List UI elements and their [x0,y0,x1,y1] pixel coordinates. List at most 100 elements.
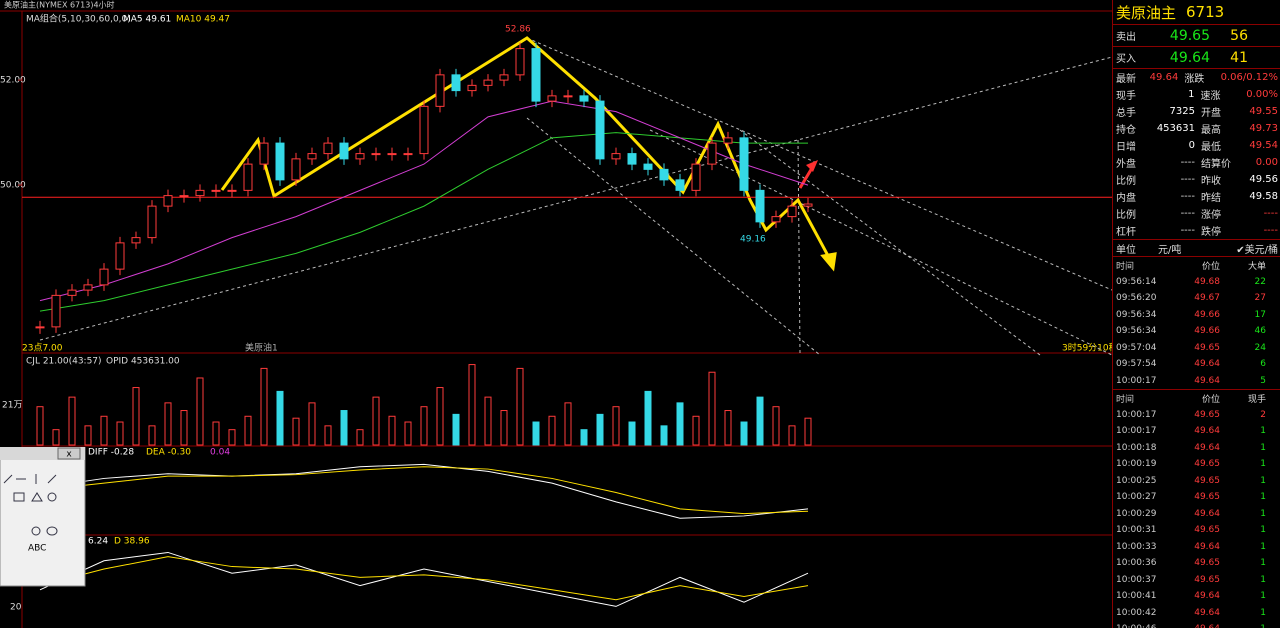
low-annotation: 49.16 [740,235,766,245]
trade-qty: 24 [1254,342,1266,353]
quote-value: 7325 [1169,106,1195,117]
quote-value: ---- [1180,191,1195,202]
unit-option[interactable]: ✔美元/桶 [1236,244,1278,256]
table-row: 10:00:18 49.64 1 [1113,440,1280,457]
trade-qty: 46 [1254,326,1266,337]
trade-time: 09:56:20 [1116,293,1157,304]
quote-label: 现手 [1116,91,1136,102]
book-row: 买入 49.64 41 [1113,46,1280,68]
trade-time: 10:00:19 [1116,459,1157,470]
quote-label: 涨停 [1201,210,1221,221]
candle [707,142,717,165]
table-row: 09:56:14 49.68 22 [1113,274,1280,291]
candle [403,153,413,156]
trade-qty: 1 [1260,558,1266,569]
dea-line [39,466,809,515]
trade-qty: 1 [1260,442,1266,453]
volume-bar [228,429,236,446]
trade-qty: 1 [1260,492,1266,503]
quote-value: 0 [1188,140,1195,151]
volume-bar [468,364,476,446]
trade-qty: 6 [1260,359,1266,370]
candle [787,205,797,218]
quote-row: 日增 0 最低 49.54 [1113,137,1280,154]
close-icon[interactable]: x [66,450,72,460]
candle [163,195,173,207]
kdj-label: 6.24 [88,537,108,547]
book-qty: 56 [1230,27,1248,44]
candle [67,289,77,296]
candle [291,158,301,181]
drawing-toolbar[interactable]: x ABC [0,447,86,587]
quote-panel: 美原油主 6713 卖出 49.65 56 买入 49.64 41 最新 49.64 涨跌 0.0… [1112,0,1280,628]
low-annotation: 23点7.00 [22,343,63,354]
quote-value: 49.56 [1249,174,1278,185]
volume-bar [692,415,700,446]
trade-time: 10:00:25 [1116,475,1157,486]
quote-label: 最高 [1201,125,1221,136]
close-button[interactable] [57,447,81,460]
table-row: 10:00:33 49.64 1 [1113,539,1280,556]
quote-value: 0.00 [1255,157,1278,168]
trade-price: 49.64 [1194,508,1220,519]
candle [643,163,653,170]
oi-label: OPID 453631.00 [106,357,180,367]
candle [595,100,605,160]
table-row: 10:00:17 49.64 1 [1113,423,1280,440]
unit-option[interactable]: 元/吨 [1158,244,1182,256]
volume-bar [596,413,604,446]
volume-label: CJL 21.00(43:57) [26,357,102,367]
text-tool[interactable]: ABC [28,544,46,554]
quote-label: 速涨 [1200,91,1221,102]
trade-qty: 5 [1260,375,1266,386]
volume-bar [388,415,396,446]
trade-time: 10:00:17 [1116,375,1157,386]
candle [419,105,429,155]
table-header-cell: 大单 [1247,261,1266,272]
quote-label: 总手 [1116,108,1136,119]
y-tick-label: 52.00 [0,76,26,86]
trade-price: 49.65 [1194,558,1220,569]
high-annotation: 52.86 [505,25,531,35]
volume-bar [324,425,332,446]
quote-value: ---- [1263,208,1278,219]
trade-price: 49.65 [1194,574,1220,585]
trade-price: 49.65 [1194,492,1220,503]
table-row: 10:00:37 49.65 1 [1113,572,1280,589]
volume-bar [180,410,188,446]
quote-row: 持仓 453631 最高 49.73 [1113,120,1280,137]
trade-qty: 22 [1254,276,1266,287]
candle [339,142,349,160]
trade-price: 49.64 [1194,359,1220,370]
volume-bar [84,425,92,446]
candle [627,153,637,165]
candle [307,153,317,160]
macd-label: DIFF -0.28 [88,448,134,458]
candle [579,95,589,102]
volume-bar [564,402,572,446]
candle [659,168,669,181]
quote-label: 涨跌 [1184,74,1205,85]
volume-bar [532,421,540,446]
volume-bar [260,367,268,446]
quote-label: 结算价 [1201,159,1231,170]
table-header-cell: 时间 [1116,394,1135,405]
candle [515,48,525,76]
volume-bar [788,425,796,446]
candle [611,153,621,160]
book-label: 买入 [1116,54,1136,65]
trade-price: 49.64 [1194,607,1220,618]
candle [387,153,397,156]
trade-price: 49.64 [1174,624,1220,628]
volume-bar [756,396,764,446]
trade-time: 09:56:34 [1116,309,1157,320]
trade-price: 49.68 [1194,276,1220,287]
volume-axis-label: 21万 [2,401,22,411]
trade-time: 10:00:17 [1116,409,1157,420]
candle [131,237,141,244]
volume-bar [308,402,316,446]
book-price: 49.65 [1169,27,1210,44]
trade-time: 10:00:37 [1116,574,1157,585]
candle [355,153,365,160]
candle [675,179,685,191]
